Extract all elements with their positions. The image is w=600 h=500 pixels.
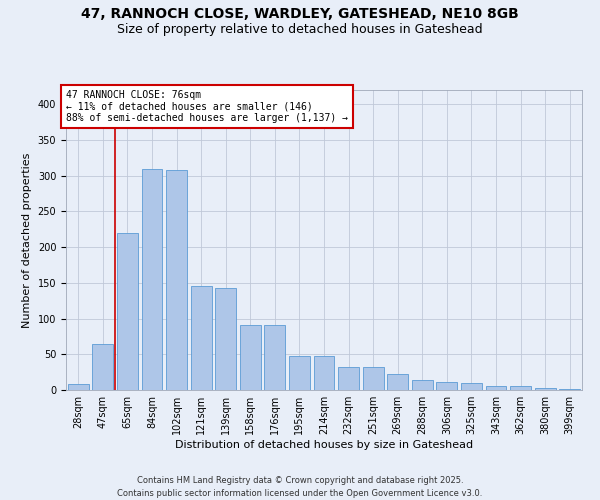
Bar — [314, 356, 334, 390]
Y-axis label: Number of detached properties: Number of detached properties — [22, 152, 32, 328]
Bar — [485, 386, 506, 390]
Bar — [362, 367, 383, 390]
Text: Contains HM Land Registry data © Crown copyright and database right 2025.
Contai: Contains HM Land Registry data © Crown c… — [118, 476, 482, 498]
Bar — [535, 388, 556, 390]
Bar — [92, 344, 113, 390]
Text: Size of property relative to detached houses in Gateshead: Size of property relative to detached ho… — [117, 22, 483, 36]
Bar — [338, 367, 359, 390]
Bar — [412, 380, 433, 390]
Bar — [461, 383, 482, 390]
Bar — [117, 233, 138, 390]
X-axis label: Distribution of detached houses by size in Gateshead: Distribution of detached houses by size … — [175, 440, 473, 450]
Bar — [166, 170, 187, 390]
Bar — [240, 325, 261, 390]
Bar — [387, 374, 408, 390]
Text: 47 RANNOCH CLOSE: 76sqm
← 11% of detached houses are smaller (146)
88% of semi-d: 47 RANNOCH CLOSE: 76sqm ← 11% of detache… — [66, 90, 348, 123]
Text: 47, RANNOCH CLOSE, WARDLEY, GATESHEAD, NE10 8GB: 47, RANNOCH CLOSE, WARDLEY, GATESHEAD, N… — [81, 8, 519, 22]
Bar — [68, 384, 89, 390]
Bar — [289, 356, 310, 390]
Bar — [191, 286, 212, 390]
Bar — [510, 386, 531, 390]
Bar — [142, 168, 163, 390]
Bar — [265, 325, 286, 390]
Bar — [559, 388, 580, 390]
Bar — [215, 288, 236, 390]
Bar — [436, 382, 457, 390]
